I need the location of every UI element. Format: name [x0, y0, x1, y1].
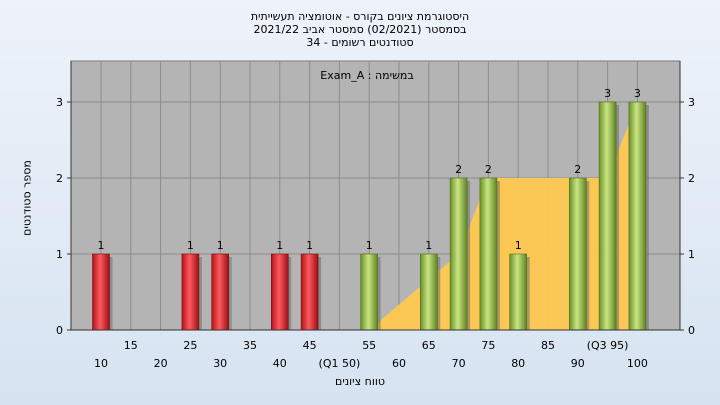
- chart-subtitle-semester: בסמסטר (02/2021) סמסטר אביב 2021/22: [253, 23, 467, 36]
- x-tick-label: 70: [452, 357, 466, 370]
- y-tick-label-left: 1: [56, 248, 63, 261]
- x-tick-label: 90: [571, 357, 585, 370]
- bar: [270, 253, 289, 331]
- x-tick-label: 40: [273, 357, 287, 370]
- chart-subtitle-students: סטודנטים רשומים - 34: [306, 36, 414, 49]
- bar-value-label: 2: [455, 163, 462, 176]
- x-tick-label: 100: [627, 357, 648, 370]
- exam-annotation: במשימה : Exam_A: [320, 69, 413, 82]
- y-tick-label-left: 0: [56, 324, 63, 337]
- bar-value-label: 3: [604, 87, 611, 100]
- x-tick-label: 15: [124, 339, 138, 352]
- x-tick-label: 45: [303, 339, 317, 352]
- y-tick-label-right: 3: [688, 96, 695, 109]
- bar: [360, 253, 379, 331]
- y-tick-label-right: 1: [688, 248, 695, 261]
- bar-layer: 1 1 1 1 1 1 1 2 2 1 2 3 3: [92, 87, 649, 331]
- bar: [568, 177, 587, 331]
- x-tick-label: 30: [213, 357, 227, 370]
- x-tick-label: 25: [183, 339, 197, 352]
- bar: [628, 101, 647, 331]
- bar-value-label: 2: [574, 163, 581, 176]
- y-tick-label-right: 0: [688, 324, 695, 337]
- x-axis-label: טווח ציונים: [335, 375, 385, 388]
- bar-value-label: 1: [276, 239, 283, 252]
- x-tick-label: 35: [243, 339, 257, 352]
- bar: [598, 101, 617, 331]
- y-tick-label-left: 2: [56, 172, 63, 185]
- chart-title-block: היסטוגרמת ציונים בקורס - אוטומציה תעשיית…: [0, 10, 720, 49]
- x-tick-label: 85: [541, 339, 555, 352]
- bar: [419, 253, 438, 331]
- bar-value-label: 2: [485, 163, 492, 176]
- bar-value-label: 1: [515, 239, 522, 252]
- x-tick-label: 60: [392, 357, 406, 370]
- bar: [211, 253, 229, 331]
- bar: [479, 177, 498, 331]
- x-tick-label: 20: [154, 357, 168, 370]
- bar: [92, 253, 110, 331]
- bar-value-label: 3: [634, 87, 641, 100]
- bar: [181, 253, 200, 331]
- bar: [449, 177, 468, 331]
- bar-value-label: 1: [306, 239, 313, 252]
- y-tick-label-right: 2: [688, 172, 695, 185]
- bar-value-label: 1: [217, 239, 224, 252]
- x-tick-label: 75: [481, 339, 495, 352]
- bar-value-label: 1: [425, 239, 432, 252]
- x-tick-label: 55: [362, 339, 376, 352]
- y-tick-label-left: 3: [56, 96, 63, 109]
- x-tick-label: 80: [511, 357, 525, 370]
- bar-value-label: 1: [98, 239, 105, 252]
- axes-layer: 0 0 1 1 2 2 3 3 15 25 35 45 55 65 75 85 (Q3 95) 10 20 30 40 (…: [56, 61, 695, 370]
- bar: [509, 253, 528, 331]
- x-tick-label: (Q1 50): [319, 357, 361, 370]
- x-tick-label: 65: [422, 339, 436, 352]
- bar: [300, 253, 319, 331]
- bar-value-label: 1: [366, 239, 373, 252]
- bar-value-label: 1: [187, 239, 194, 252]
- chart-title: היסטוגרמת ציונים בקורס - אוטומציה תעשיית…: [250, 10, 470, 23]
- x-tick-label: 10: [94, 357, 108, 370]
- x-tick-label: (Q3 95): [587, 339, 629, 352]
